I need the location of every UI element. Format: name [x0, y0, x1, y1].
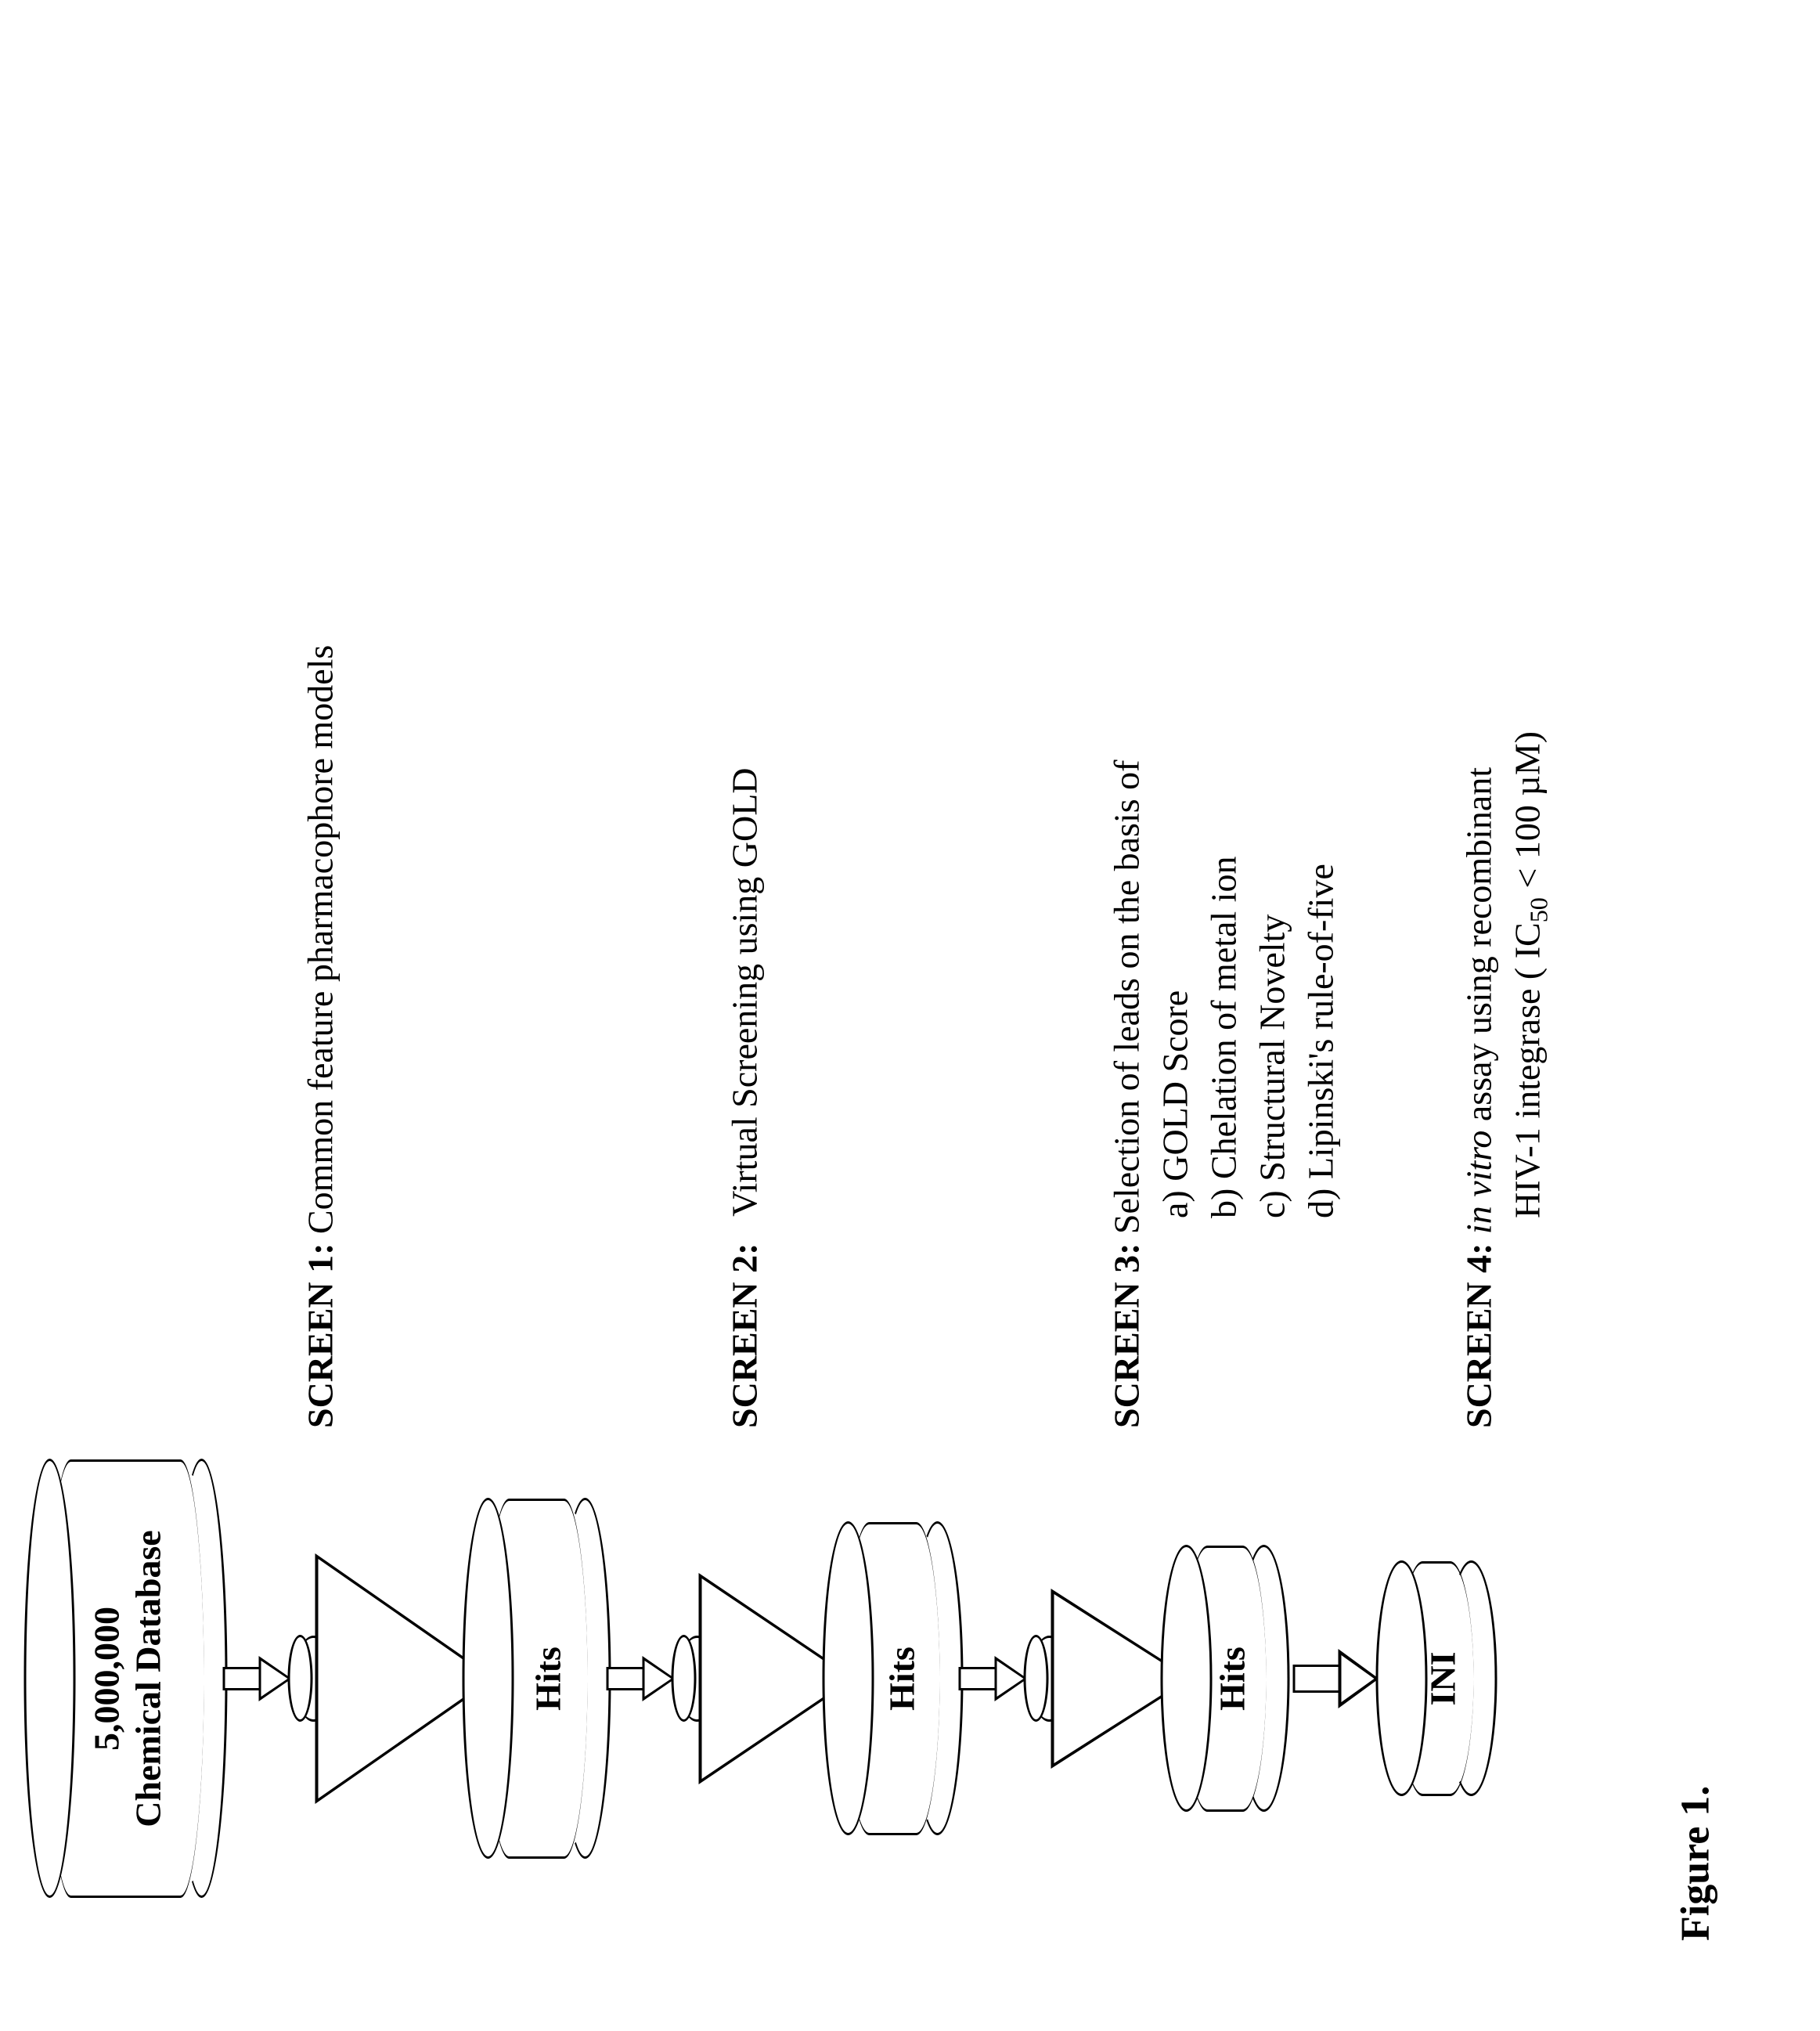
screen-1-label: SCREEN 1: Common feature pharmacophore m…	[296, 645, 344, 1428]
hits-2-cylinder: Hits	[845, 1522, 939, 1835]
screen-3-item-d: d) Lipinski's rule-of-five	[1296, 606, 1345, 1218]
funnel-3	[1033, 1589, 1191, 1769]
arrow-4	[1292, 1649, 1379, 1708]
hits-3-label: Hits	[1211, 1647, 1252, 1711]
funnel-2	[681, 1573, 855, 1784]
screen-3-text: Selection of leads on the basis of	[1106, 760, 1146, 1235]
screen-3-item-b: b) Chelation of metal ion	[1199, 606, 1248, 1218]
figure-caption: Figure 1.	[1672, 1786, 1718, 1941]
db-label: Chemical Database	[127, 1530, 168, 1827]
screen-4-text-after: assay using recombinant	[1458, 767, 1498, 1121]
hits-1-cylinder: Hits	[485, 1499, 587, 1859]
screen-1-text: Common feature pharmacophore models	[300, 645, 340, 1234]
screen-4-line2: HIV-1 integrase ( IC50 < 100 µM)	[1503, 606, 1556, 1218]
screen-2-prefix: SCREEN 2:	[724, 1243, 764, 1428]
ini-cylinder: INI	[1399, 1561, 1473, 1796]
ini-label: INI	[1422, 1651, 1463, 1705]
flow-column: 5,000,000 Chemical Database Hits	[47, 1436, 1473, 1921]
screen-2-text: Virtual Screening using GOLD	[724, 767, 764, 1216]
hits-3-cylinder: Hits	[1184, 1546, 1266, 1812]
screen-4-l2-prefix: HIV-1 integrase ( IC	[1507, 922, 1547, 1218]
screen-3-item-a: a) GOLD Score	[1151, 606, 1199, 1218]
screen-1-prefix: SCREEN 1:	[300, 1243, 340, 1428]
screen-4-ic50: 50	[1524, 897, 1552, 922]
arrow-3	[958, 1656, 1027, 1701]
screen-3-item-c: c) Structural Novelty	[1248, 606, 1296, 1218]
hits-1-label: Hits	[527, 1647, 568, 1711]
screen-4-italic: in vitro	[1458, 1131, 1498, 1234]
db-count: 5,000,000	[85, 1607, 127, 1751]
arrow-2	[606, 1656, 675, 1701]
screen-3-label: SCREEN 3: Selection of leads on the basi…	[1102, 606, 1345, 1428]
screen-4-label: SCREEN 4: in vitro assay using recombina…	[1454, 606, 1556, 1428]
hits-2-label: Hits	[881, 1647, 922, 1711]
arrow-1	[222, 1656, 291, 1701]
funnel-1	[297, 1553, 495, 1804]
screen-4-prefix: SCREEN 4:	[1458, 1243, 1498, 1428]
rotated-stage: 5,000,000 Chemical Database Hits	[0, 0, 1820, 2031]
screen-3-prefix: SCREEN 3:	[1106, 1243, 1146, 1428]
screen-2-label: SCREEN 2: Virtual Screening using GOLD	[720, 767, 769, 1428]
screen-4-l2-suffix: < 100 µM)	[1507, 731, 1547, 897]
database-cylinder: 5,000,000 Chemical Database	[47, 1459, 204, 1898]
